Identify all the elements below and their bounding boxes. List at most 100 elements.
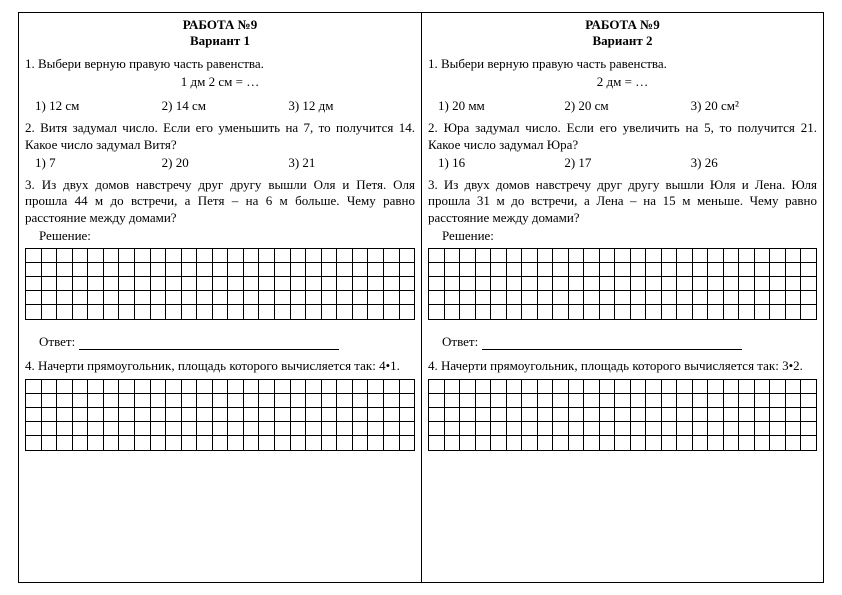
q4-v2: 4. Начерти прямоугольник, площадь которо… [428, 358, 817, 450]
grid-cell [801, 436, 816, 450]
grid-cell [491, 305, 507, 319]
q1-opt2-v2: 2) 20 см [564, 98, 690, 114]
grid-row [429, 305, 816, 319]
q2-opt2-v1: 2) 20 [162, 155, 289, 171]
grid-cell [306, 249, 322, 263]
grid-cell [119, 249, 135, 263]
grid-cell [553, 305, 569, 319]
grid-cell [213, 422, 229, 436]
grid-cell [755, 291, 771, 305]
variant-1: РАБОТА №9 Вариант 1 1. Выбери верную пра… [18, 12, 421, 583]
solution-grid-v1 [25, 248, 415, 320]
q1-v2: 1. Выбери верную правую часть равенства.… [428, 56, 817, 115]
grid-cell [384, 277, 400, 291]
grid-cell [259, 436, 275, 450]
q2-v1: 2. Витя задумал число. Если его уменьшит… [25, 120, 415, 171]
grid-cell [615, 249, 631, 263]
grid-cell [337, 263, 353, 277]
q3-solution-label-v2: Решение: [442, 228, 817, 244]
grid-cell [73, 436, 89, 450]
grid-cell [244, 305, 260, 319]
grid-cell [353, 408, 369, 422]
grid-cell [135, 277, 151, 291]
grid-cell [228, 249, 244, 263]
grid-cell [600, 380, 616, 394]
grid-cell [213, 380, 229, 394]
grid-cell [724, 408, 740, 422]
grid-cell [693, 263, 709, 277]
grid-cell [429, 291, 445, 305]
grid-cell [708, 436, 724, 450]
grid-cell [755, 394, 771, 408]
grid-cell [384, 394, 400, 408]
grid-cell [166, 422, 182, 436]
q1-v1: 1. Выбери верную правую часть равенства.… [25, 56, 415, 115]
grid-cell [119, 263, 135, 277]
grid-cell [244, 277, 260, 291]
grid-cell [770, 436, 786, 450]
grid-cell [429, 394, 445, 408]
grid-cell [291, 249, 307, 263]
q2-options-v2: 1) 16 2) 17 3) 26 [438, 155, 817, 171]
grid-cell [88, 422, 104, 436]
grid-cell [104, 394, 120, 408]
grid-cell [584, 263, 600, 277]
grid-cell [26, 422, 42, 436]
grid-cell [491, 263, 507, 277]
grid-cell [26, 277, 42, 291]
grid-cell [615, 380, 631, 394]
grid-cell [197, 291, 213, 305]
grid-cell [708, 291, 724, 305]
grid-cell [476, 277, 492, 291]
grid-cell [755, 422, 771, 436]
q3-solution-label-v1: Решение: [39, 228, 415, 244]
grid-cell [197, 277, 213, 291]
grid-cell [615, 291, 631, 305]
grid-cell [57, 380, 73, 394]
grid-cell [786, 249, 802, 263]
answer-line-v2 [482, 338, 742, 350]
grid-cell [228, 263, 244, 277]
grid-cell [400, 277, 415, 291]
grid-cell [400, 263, 415, 277]
grid-cell [491, 249, 507, 263]
grid-cell [244, 380, 260, 394]
grid-cell [119, 408, 135, 422]
grid-cell [88, 305, 104, 319]
grid-cell [693, 380, 709, 394]
grid-cell [739, 436, 755, 450]
grid-row [26, 380, 414, 394]
grid-cell [26, 249, 42, 263]
grid-cell [739, 394, 755, 408]
q2-v2: 2. Юра задумал число. Если его увеличить… [428, 120, 817, 171]
grid-cell [739, 380, 755, 394]
grid-cell [26, 263, 42, 277]
grid-cell [755, 436, 771, 450]
grid-cell [677, 263, 693, 277]
grid-cell [538, 263, 554, 277]
grid-cell [73, 305, 89, 319]
grid-cell [384, 263, 400, 277]
grid-cell [368, 422, 384, 436]
grid-cell [755, 249, 771, 263]
grid-cell [708, 249, 724, 263]
grid-cell [88, 277, 104, 291]
grid-cell [739, 249, 755, 263]
grid-cell [151, 408, 167, 422]
grid-cell [770, 277, 786, 291]
grid-cell [322, 380, 338, 394]
grid-cell [476, 380, 492, 394]
grid-cell [693, 249, 709, 263]
grid-cell [135, 394, 151, 408]
grid-cell [104, 436, 120, 450]
grid-cell [708, 380, 724, 394]
grid-cell [42, 277, 58, 291]
grid-cell [135, 408, 151, 422]
grid-cell [104, 263, 120, 277]
draw-grid-v2 [428, 379, 817, 451]
grid-cell [739, 277, 755, 291]
grid-cell [600, 436, 616, 450]
grid-cell [104, 249, 120, 263]
grid-cell [306, 277, 322, 291]
grid-cell [166, 277, 182, 291]
